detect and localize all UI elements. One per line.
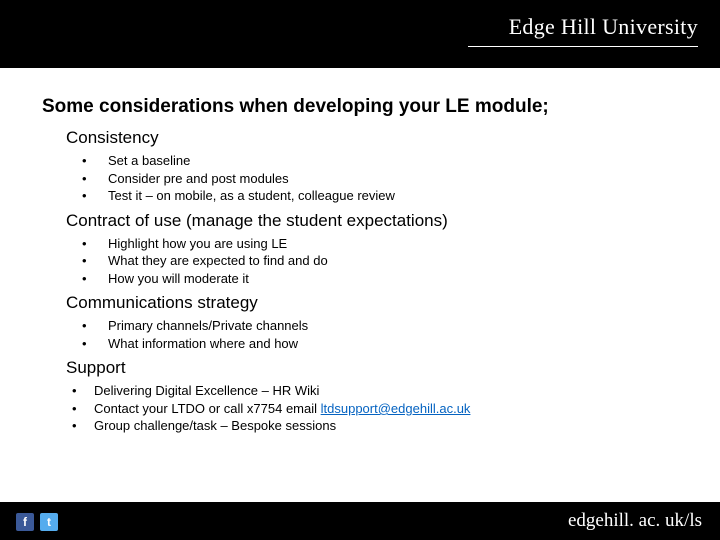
main-title: Some considerations when developing your… (42, 96, 678, 118)
list-item: What they are expected to find and do (76, 252, 678, 270)
slide-content: Some considerations when developing your… (0, 68, 720, 435)
list-item: Delivering Digital Excellence – HR Wiki (66, 382, 678, 400)
section-title: Support (66, 358, 678, 378)
list-item: How you will moderate it (76, 270, 678, 288)
email-link[interactable]: ltdsupport@edgehill.ac.uk (321, 401, 471, 416)
bullet-list: Primary channels/Private channels What i… (76, 317, 678, 352)
social-icons: f t (16, 513, 58, 531)
footer-bar: f t edgehill. ac. uk/ls (0, 502, 720, 540)
list-item: Test it – on mobile, as a student, colle… (76, 187, 678, 205)
list-item: Consider pre and post modules (76, 170, 678, 188)
bullet-list: Highlight how you are using LE What they… (76, 235, 678, 288)
facebook-icon[interactable]: f (16, 513, 34, 531)
section-title: Consistency (66, 128, 678, 148)
brand-text: Edge Hill University (509, 14, 698, 40)
brand-underline (468, 46, 698, 47)
twitter-icon[interactable]: t (40, 513, 58, 531)
section-communications: Communications strategy Primary channels… (42, 293, 678, 352)
bullet-list: Set a baseline Consider pre and post mod… (76, 152, 678, 205)
list-item: Primary channels/Private channels (76, 317, 678, 335)
header-bar: Edge Hill University (0, 0, 720, 68)
list-item: What information where and how (76, 335, 678, 353)
list-item: Set a baseline (76, 152, 678, 170)
list-item: Contact your LTDO or call x7754 email lt… (66, 400, 678, 418)
section-support: Support Delivering Digital Excellence – … (42, 358, 678, 435)
section-contract: Contract of use (manage the student expe… (42, 211, 678, 288)
bullet-list: Delivering Digital Excellence – HR Wiki … (66, 382, 678, 435)
footer-url: edgehill. ac. uk/ls (568, 510, 702, 532)
section-title: Communications strategy (66, 293, 678, 313)
section-consistency: Consistency Set a baseline Consider pre … (42, 128, 678, 205)
section-title: Contract of use (manage the student expe… (66, 211, 678, 231)
list-item-prefix: Contact your LTDO or call x7754 email (94, 401, 321, 416)
list-item: Group challenge/task – Bespoke sessions (66, 417, 678, 435)
list-item: Highlight how you are using LE (76, 235, 678, 253)
